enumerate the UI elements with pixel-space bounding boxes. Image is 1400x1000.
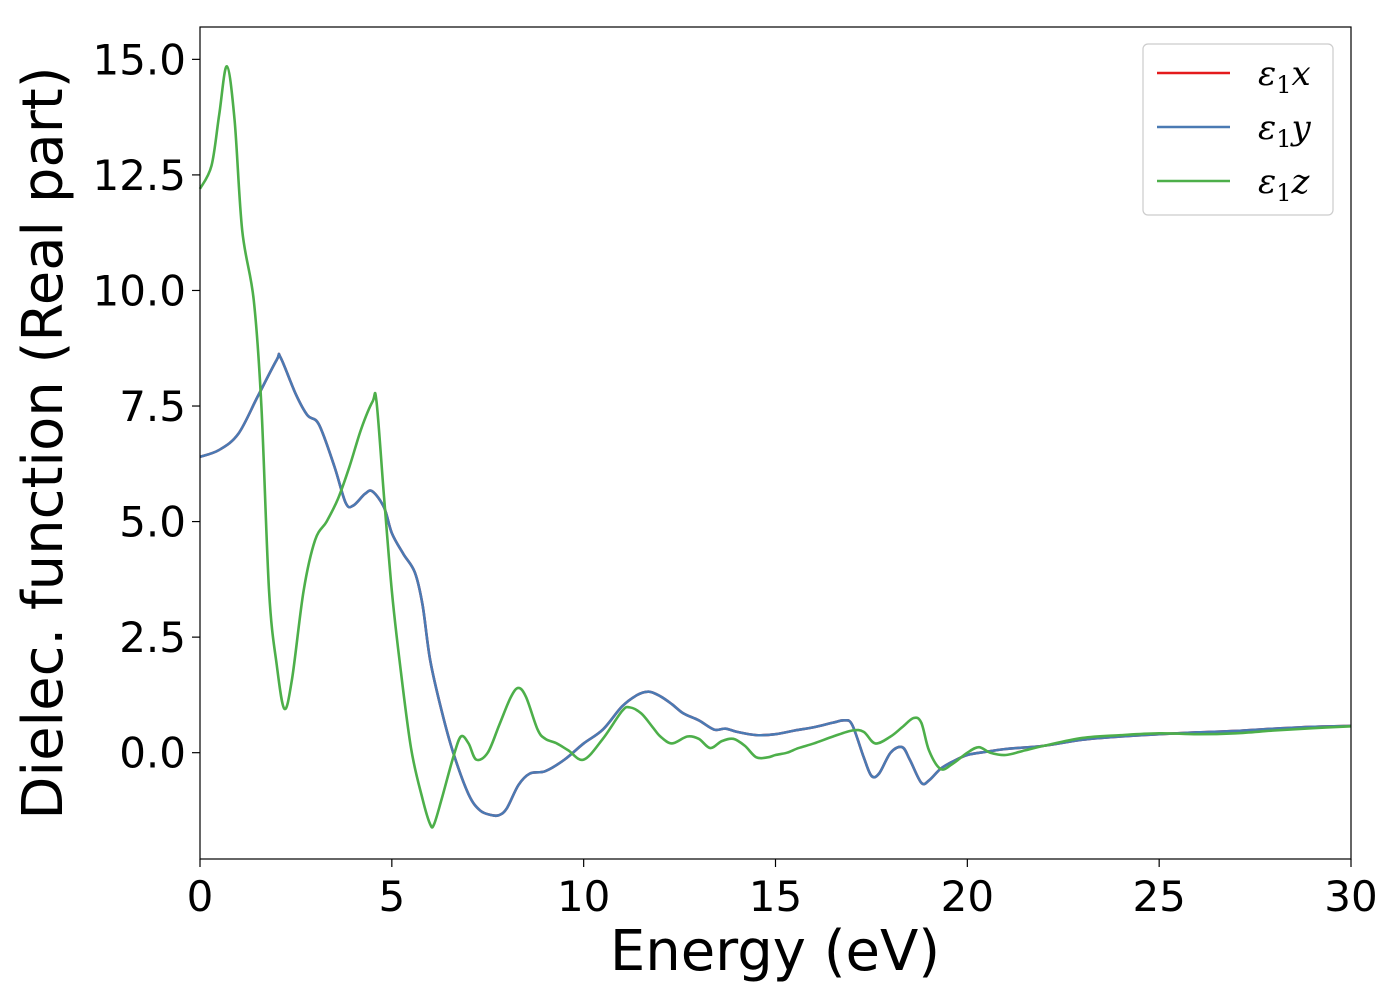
x-tick-label: 20 [941,872,994,921]
legend-label-z: ε1z [1258,162,1311,207]
x-tick-label: 25 [1132,872,1185,921]
x-tick-label: 5 [378,872,405,921]
y-tick-label: 0.0 [119,729,186,778]
x-axis-ticks: 0 5 10 15 20 25 30 [187,859,1378,921]
legend-frame [1142,43,1334,216]
y-axis-label: Dielec. function (Real part) [11,66,76,819]
y-tick-label: 12.5 [92,151,186,200]
x-tick-label: 10 [557,872,610,921]
y-tick-label: 2.5 [119,613,186,662]
series-line-y [199,352,1352,818]
series-line-z [198,64,1352,829]
y-tick-label: 10.0 [92,266,186,315]
series-layer [198,64,1352,829]
legend-label-y: ε1y [1258,108,1312,153]
legend-label-x: ε1x [1258,54,1311,99]
x-axis-label: Energy (eV) [610,919,940,984]
legend: ε1x ε1y ε1z [1142,43,1334,216]
y-axis-ticks: 0.0 2.5 5.0 7.5 10.0 12.5 15.0 [92,35,200,778]
y-tick-label: 15.0 [92,35,186,84]
x-tick-label: 0 [187,872,214,921]
y-tick-label: 7.5 [119,382,186,431]
x-tick-label: 30 [1324,872,1377,921]
legend-items: ε1x ε1y ε1z [1157,54,1312,207]
x-tick-label: 15 [749,872,802,921]
y-tick-label: 5.0 [119,498,186,547]
